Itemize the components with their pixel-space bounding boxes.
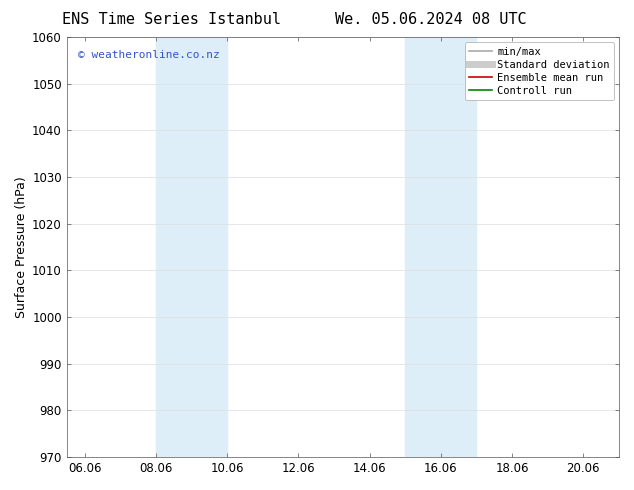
Bar [405,37,477,457]
Text: © weatheronline.co.nz: © weatheronline.co.nz [78,50,219,60]
Legend: min/max, Standard deviation, Ensemble mean run, Controll run: min/max, Standard deviation, Ensemble me… [465,42,614,100]
Bar [156,37,227,457]
Y-axis label: Surface Pressure (hPa): Surface Pressure (hPa) [15,176,28,318]
Text: We. 05.06.2024 08 UTC: We. 05.06.2024 08 UTC [335,12,527,27]
Text: ENS Time Series Istanbul: ENS Time Series Istanbul [61,12,281,27]
